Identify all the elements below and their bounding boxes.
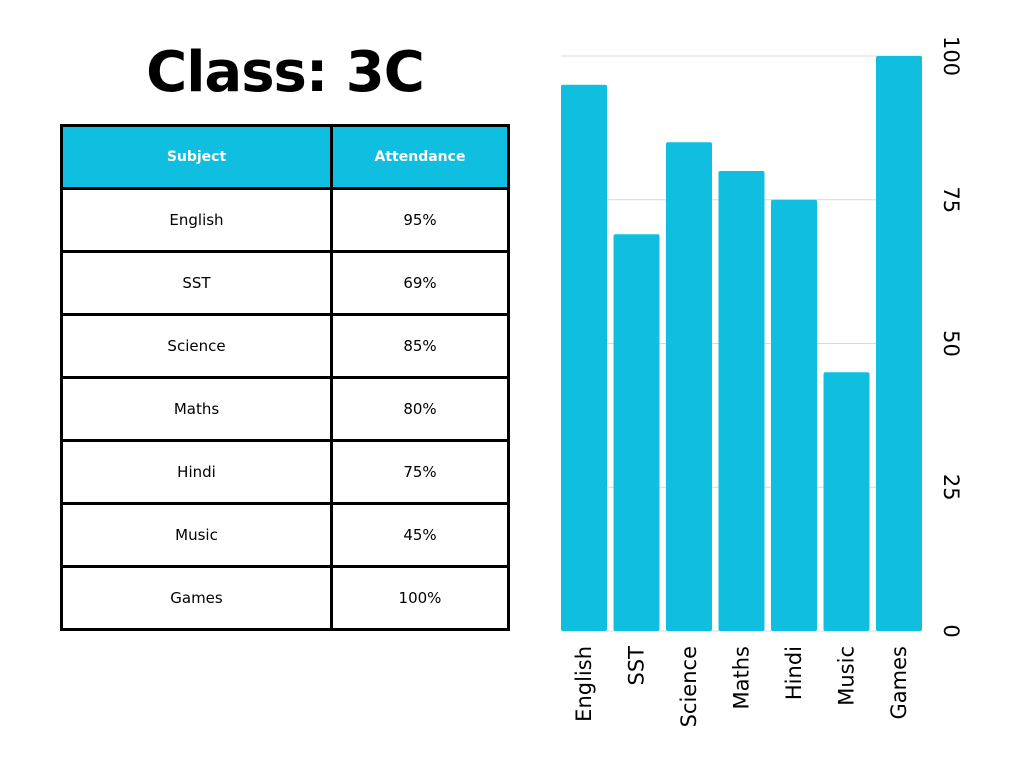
bar-sst <box>613 234 660 631</box>
attendance-cell: 80% <box>330 376 510 442</box>
subject-cell: Science <box>60 313 333 379</box>
table-header-row: Subject Attendance <box>60 124 510 190</box>
x-tick-label: Music <box>835 646 859 706</box>
table-row: SST 69% <box>60 250 510 316</box>
x-tick-label: English <box>572 646 596 722</box>
y-tick-label: 50 <box>939 330 963 357</box>
table-row: English 95% <box>60 187 510 253</box>
attendance-cell: 75% <box>330 439 510 505</box>
subject-cell: Maths <box>60 376 333 442</box>
y-tick-label: 25 <box>939 474 963 501</box>
x-tick-label: Maths <box>730 646 754 709</box>
subject-cell: Music <box>60 502 333 568</box>
subject-cell: Hindi <box>60 439 333 505</box>
x-tick-label: Science <box>677 646 701 727</box>
x-axis-ticks: English SST Science Maths Hindi Music Games <box>572 646 911 728</box>
subject-cell: Games <box>60 565 333 631</box>
bar-maths <box>718 171 765 631</box>
y-axis-ticks: 0 25 50 75 100 <box>939 36 963 638</box>
bar-science <box>666 142 712 631</box>
attendance-column-header: Attendance <box>330 124 510 190</box>
attendance-cell: 95% <box>330 187 510 253</box>
bars <box>561 56 922 631</box>
attendance-table: Subject Attendance English 95% SST 69% S… <box>60 124 510 631</box>
subject-column-header: Subject <box>60 124 333 190</box>
attendance-table-container: Subject Attendance English 95% SST 69% S… <box>60 124 510 631</box>
subject-cell: English <box>60 187 333 253</box>
attendance-cell: 45% <box>330 502 510 568</box>
y-tick-label: 75 <box>939 186 963 213</box>
bar-music <box>823 372 870 631</box>
y-tick-label: 0 <box>939 624 963 637</box>
table-row: Hindi 75% <box>60 439 510 505</box>
table-row: Music 45% <box>60 502 510 568</box>
x-tick-label: Hindi <box>782 646 806 700</box>
attendance-cell: 69% <box>330 250 510 316</box>
y-tick-label: 100 <box>939 36 963 76</box>
x-tick-label: SST <box>625 646 649 686</box>
table-row: Games 100% <box>60 565 510 631</box>
bar-games <box>876 56 922 631</box>
page-title: Class: 3C <box>146 40 425 105</box>
attendance-cell: 85% <box>330 313 510 379</box>
table-row: Science 85% <box>60 313 510 379</box>
x-tick-label: Games <box>887 646 911 719</box>
attendance-cell: 100% <box>330 565 510 631</box>
bar-hindi <box>771 199 817 631</box>
bar-english <box>561 84 607 631</box>
subject-cell: SST <box>60 250 333 316</box>
table-row: Maths 80% <box>60 376 510 442</box>
